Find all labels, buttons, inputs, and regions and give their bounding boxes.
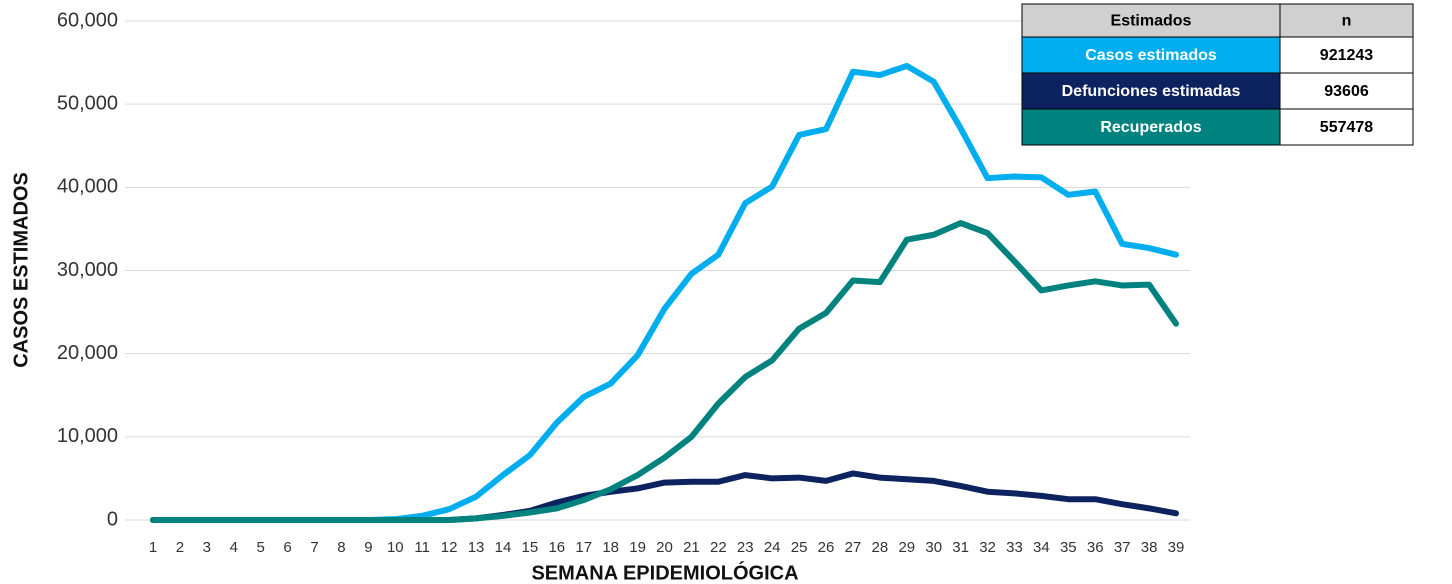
x-tick-label: 11 [414,539,430,556]
y-tick-label: 60,000 [57,9,118,31]
legend-total: 93606 [1324,83,1369,100]
x-tick-label: 29 [898,539,915,556]
x-tick-label: 17 [575,539,592,556]
series-line [150,470,1179,523]
x-tick-label: 12 [441,539,458,556]
y-tick-label: 40,000 [57,176,118,198]
x-tick-label: 16 [548,539,565,556]
x-tick-label: 39 [1168,539,1185,556]
x-tick-label: 27 [845,539,862,556]
x-tick-label: 32 [979,539,996,556]
x-tick-label: 22 [710,539,727,556]
legend-total: 557478 [1320,119,1373,136]
x-tick-label: 13 [468,539,485,556]
y-tick-label: 0 [107,508,118,530]
x-tick-label: 19 [629,539,646,556]
legend-total: 921243 [1320,47,1373,64]
x-tick-label: 4 [230,539,238,556]
table-header: Estimados [1111,13,1192,30]
x-tick-label: 5 [257,539,265,556]
y-axis-title: CASOS ESTIMADOS [10,172,32,368]
x-tick-label: 38 [1141,539,1158,556]
series-line [150,220,1179,523]
x-tick-label: 37 [1114,539,1131,556]
x-tick-label: 35 [1060,539,1077,556]
x-axis-title: SEMANA EPIDEMIOLÓGICA [531,560,798,584]
x-tick-label: 34 [1033,539,1050,556]
x-tick-label: 20 [656,539,673,556]
x-tick-label: 6 [283,539,291,556]
legend-swatch [1021,108,1281,146]
x-tick-label: 1 [149,539,157,556]
legend-value-cell [1279,108,1414,146]
y-tick-label: 10,000 [57,425,118,447]
x-tick-label: 23 [737,539,754,556]
legend-label: Defunciones estimadas [1062,83,1241,100]
x-tick-label: 31 [952,539,969,556]
x-tick-label: 36 [1087,539,1104,556]
x-tick-label: 8 [337,539,345,556]
x-tick-label: 24 [764,539,781,556]
x-tick-label: 30 [925,539,942,556]
table-header: n [1342,13,1352,30]
x-tick-label: 9 [364,539,372,556]
x-tick-label: 33 [1006,539,1023,556]
x-tick-label: 26 [818,539,835,556]
x-tick-label: 18 [602,539,619,556]
x-tick-label: 25 [791,539,808,556]
x-tick-label: 3 [203,539,211,556]
x-tick-label: 14 [495,539,512,556]
y-tick-label: 30,000 [57,259,118,281]
legend-label: Casos estimados [1085,47,1217,64]
legend-label: Recuperados [1100,119,1201,136]
x-tick-label: 28 [872,539,889,556]
x-tick-label: 2 [176,539,184,556]
table-header-bg [1021,3,1414,38]
x-tick-label: 10 [387,539,404,556]
y-tick-label: 20,000 [57,342,118,364]
y-tick-label: 50,000 [57,92,118,114]
x-tick-label: 7 [310,539,318,556]
x-tick-label: 15 [522,539,539,556]
x-tick-label: 21 [683,539,700,556]
